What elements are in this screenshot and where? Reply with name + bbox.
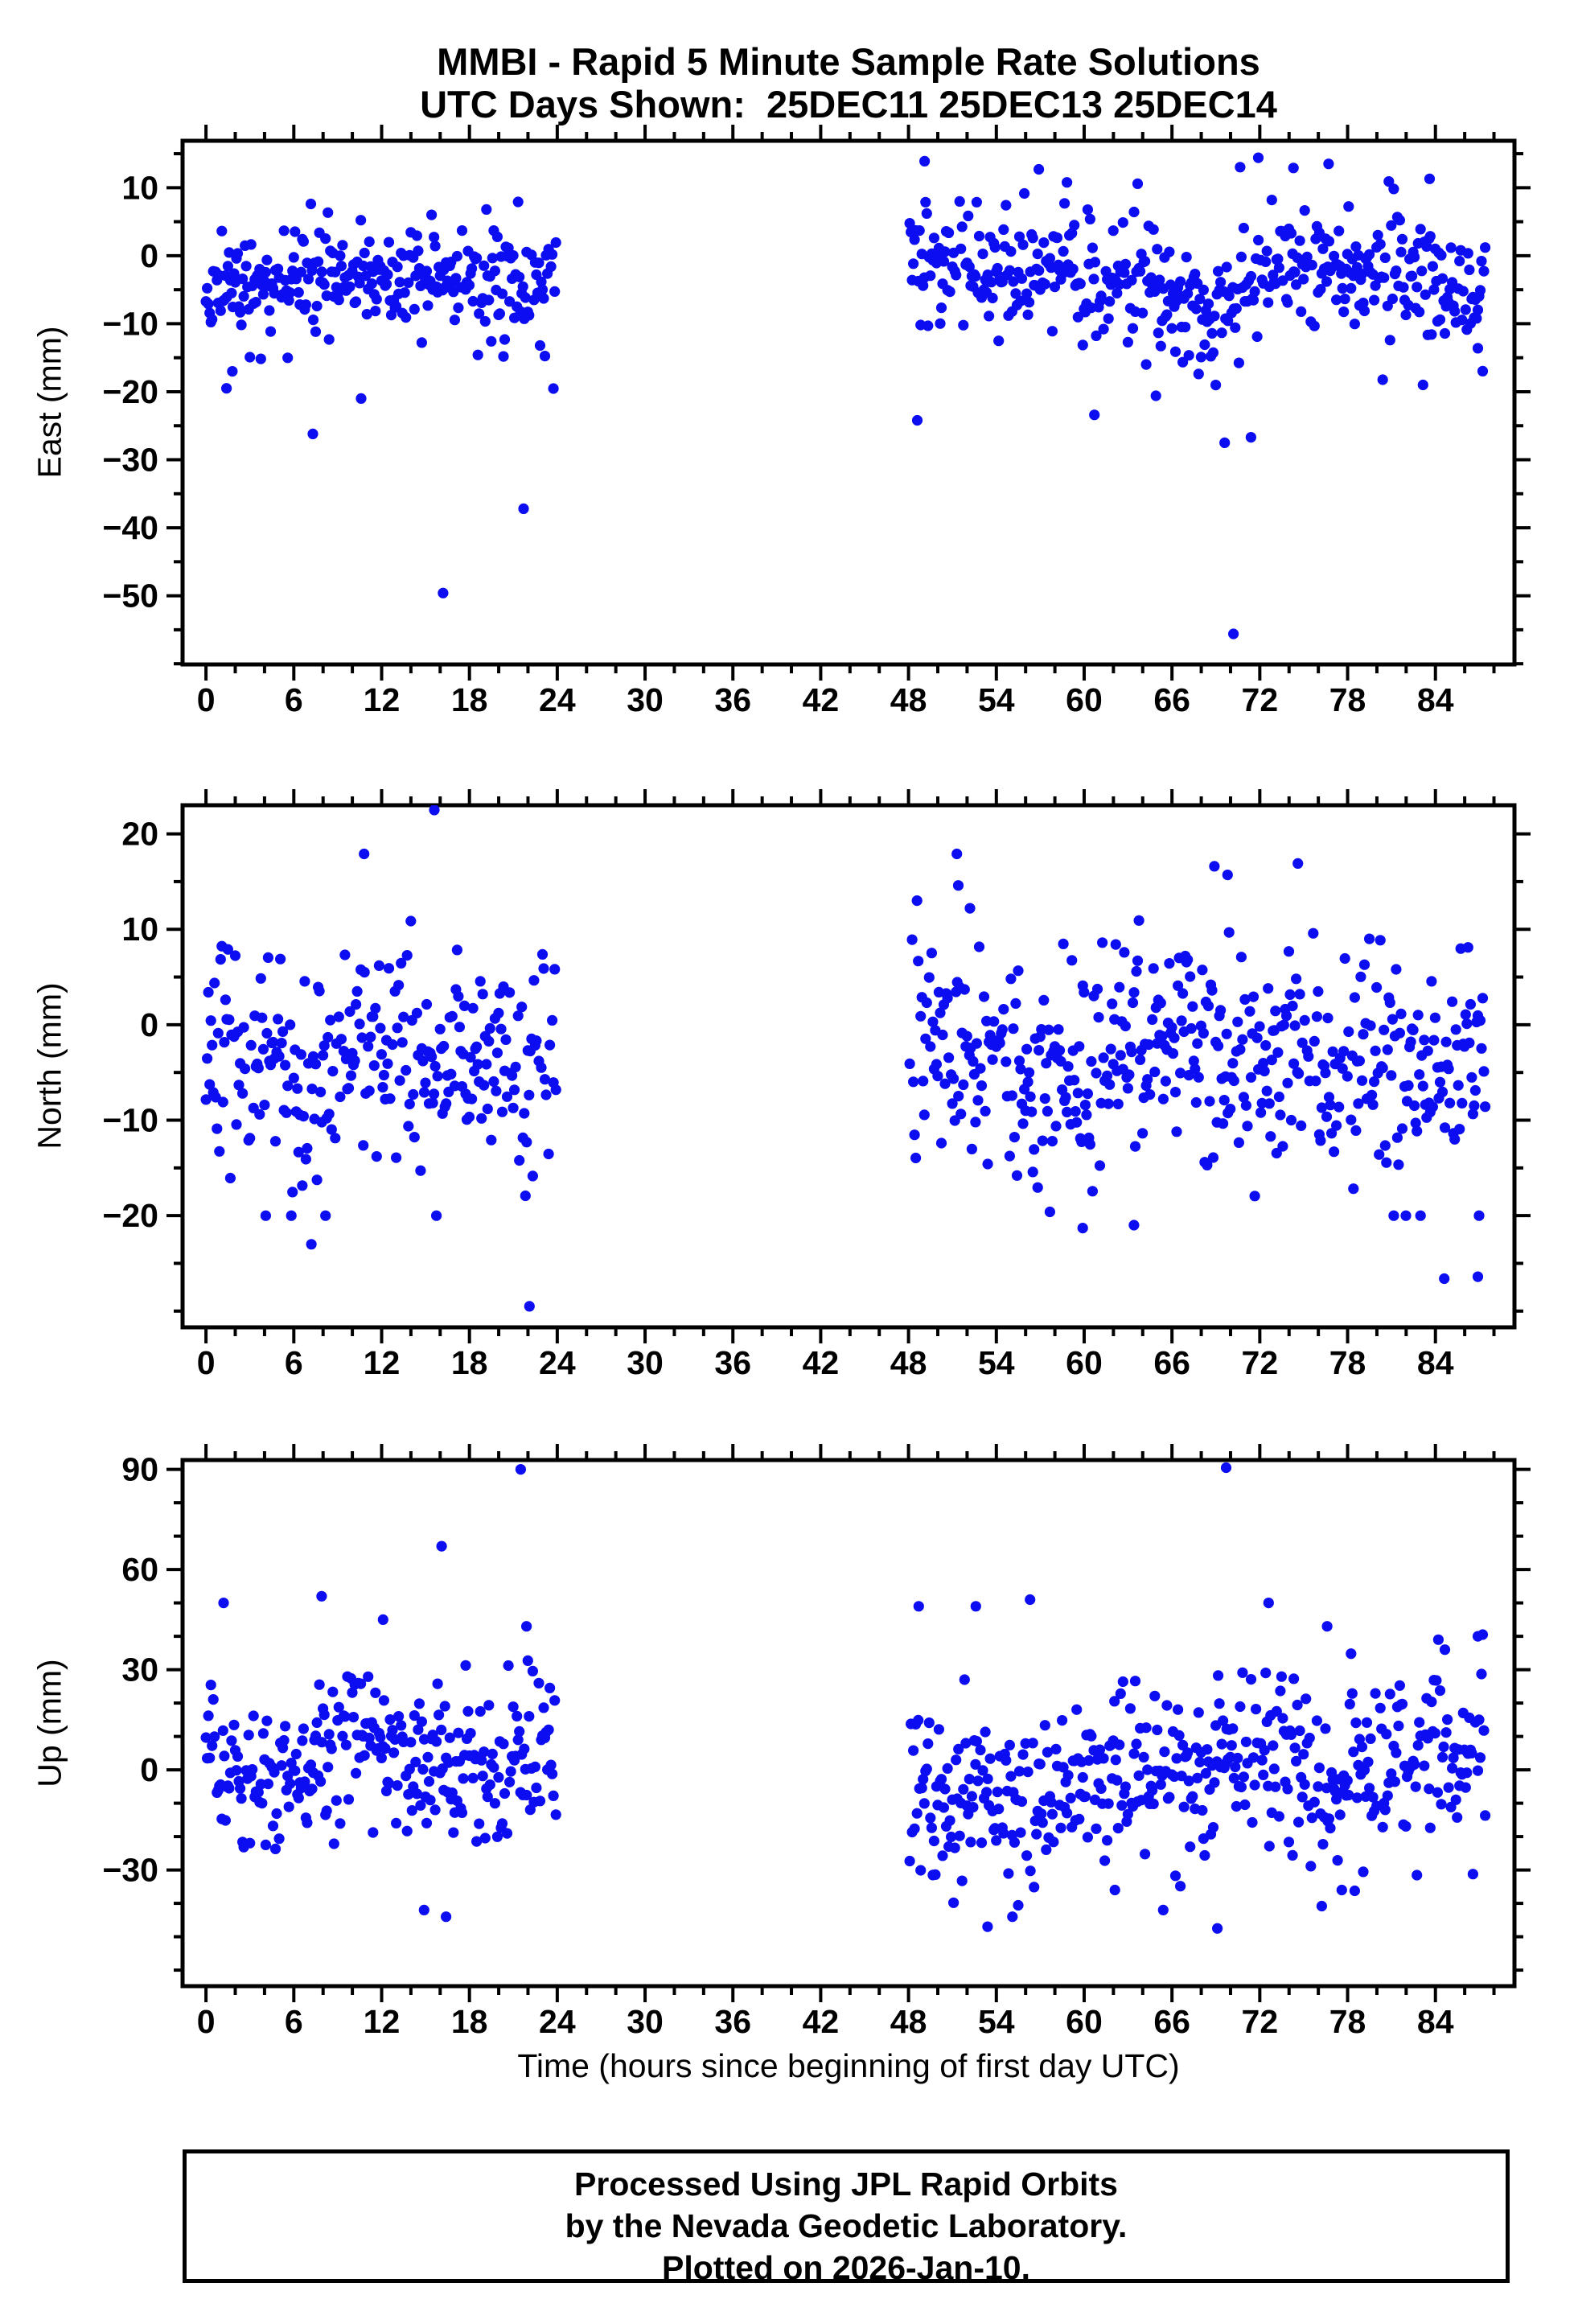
svg-text:30: 30 <box>121 1651 158 1688</box>
svg-text:6: 6 <box>285 1344 303 1381</box>
plot-title-line1: MMBI - Rapid 5 Minute Sample Rate Soluti… <box>437 40 1260 83</box>
svg-text:0: 0 <box>197 1344 216 1381</box>
svg-text:0: 0 <box>140 1006 158 1043</box>
svg-text:54: 54 <box>978 1344 1015 1381</box>
svg-text:48: 48 <box>890 681 927 718</box>
svg-text:24: 24 <box>539 2003 576 2040</box>
svg-text:12: 12 <box>364 2003 401 2040</box>
up-axes: 0 6 12 18 24 30 36 42 48 54 60 66 72 78 84 90 60 30 0 −30 <box>102 1444 1531 2040</box>
svg-text:12: 12 <box>364 1344 401 1381</box>
svg-text:−20: −20 <box>102 1197 158 1234</box>
svg-text:36: 36 <box>714 1344 751 1381</box>
svg-text:0: 0 <box>140 1751 158 1788</box>
svg-text:−50: −50 <box>102 578 158 615</box>
svg-text:−40: −40 <box>102 509 158 546</box>
plot-title-line2: UTC Days Shown: 25DEC11 25DEC13 25DEC14 <box>420 83 1277 125</box>
north-axes: 0 6 12 18 24 30 36 42 48 54 60 66 72 78 84 20 10 0 −10 −20 <box>102 789 1531 1381</box>
svg-text:84: 84 <box>1417 2003 1454 2040</box>
svg-text:78: 78 <box>1329 1344 1366 1381</box>
svg-text:66: 66 <box>1153 681 1190 718</box>
svg-text:54: 54 <box>978 2003 1015 2040</box>
svg-text:−30: −30 <box>102 442 158 479</box>
svg-text:18: 18 <box>451 1344 488 1381</box>
svg-text:78: 78 <box>1329 2003 1366 2040</box>
svg-text:66: 66 <box>1153 2003 1190 2040</box>
svg-text:60: 60 <box>121 1551 158 1588</box>
svg-text:72: 72 <box>1242 1344 1279 1381</box>
footer-line-2: by the Nevada Geodetic Laboratory. <box>565 2207 1128 2244</box>
svg-text:24: 24 <box>539 1344 576 1381</box>
north-data-points <box>200 805 1491 1312</box>
svg-text:36: 36 <box>714 681 751 718</box>
up-axis-title: Up (mm) <box>31 1659 68 1787</box>
svg-text:0: 0 <box>197 2003 216 2040</box>
footer-line-3: Plotted on 2026-Jan-10. <box>662 2249 1030 2286</box>
plot-title: MMBI - Rapid 5 Minute Sample Rate Soluti… <box>183 40 1514 125</box>
svg-text:6: 6 <box>285 2003 303 2040</box>
svg-text:−10: −10 <box>102 305 158 342</box>
svg-text:12: 12 <box>364 681 401 718</box>
svg-text:−10: −10 <box>102 1102 158 1139</box>
svg-text:30: 30 <box>627 1344 664 1381</box>
svg-text:0: 0 <box>140 237 158 274</box>
footer-box: Processed Using JPL Rapid Orbits by the … <box>183 2149 1510 2286</box>
svg-text:60: 60 <box>1066 1344 1103 1381</box>
svg-text:48: 48 <box>890 1344 927 1381</box>
svg-text:36: 36 <box>714 2003 751 2040</box>
svg-text:18: 18 <box>451 681 488 718</box>
svg-text:54: 54 <box>978 681 1015 718</box>
svg-text:78: 78 <box>1329 681 1366 718</box>
svg-text:42: 42 <box>803 1344 840 1381</box>
svg-text:60: 60 <box>1066 2003 1103 2040</box>
footer-line-1: Processed Using JPL Rapid Orbits <box>574 2166 1118 2203</box>
svg-text:−30: −30 <box>102 1852 158 1889</box>
svg-text:72: 72 <box>1242 2003 1279 2040</box>
svg-text:10: 10 <box>121 911 158 948</box>
svg-text:0: 0 <box>197 681 216 718</box>
svg-text:20: 20 <box>121 816 158 853</box>
x-axis-title: Time (hours since beginning of first day… <box>517 2047 1180 2084</box>
svg-text:30: 30 <box>627 2003 664 2040</box>
up-data-points <box>200 1462 1491 1934</box>
svg-text:84: 84 <box>1417 681 1454 718</box>
svg-text:10: 10 <box>121 169 158 206</box>
svg-text:42: 42 <box>803 681 840 718</box>
north-axis-title: North (mm) <box>31 982 68 1150</box>
svg-text:90: 90 <box>121 1451 158 1488</box>
svg-text:72: 72 <box>1242 681 1279 718</box>
svg-text:−20: −20 <box>102 373 158 410</box>
svg-text:42: 42 <box>803 2003 840 2040</box>
svg-text:60: 60 <box>1066 681 1103 718</box>
east-axis-title: East (mm) <box>31 326 68 479</box>
svg-text:48: 48 <box>890 2003 927 2040</box>
svg-text:6: 6 <box>285 681 303 718</box>
svg-text:24: 24 <box>539 681 576 718</box>
svg-text:66: 66 <box>1153 1344 1190 1381</box>
svg-text:18: 18 <box>451 2003 488 2040</box>
east-axes: 0 6 12 18 24 30 36 42 48 54 60 66 72 78 84 10 0 −10 −20 −30… <box>102 125 1531 718</box>
svg-text:30: 30 <box>627 681 664 718</box>
east-data-points <box>200 152 1491 640</box>
svg-text:84: 84 <box>1417 1344 1454 1381</box>
